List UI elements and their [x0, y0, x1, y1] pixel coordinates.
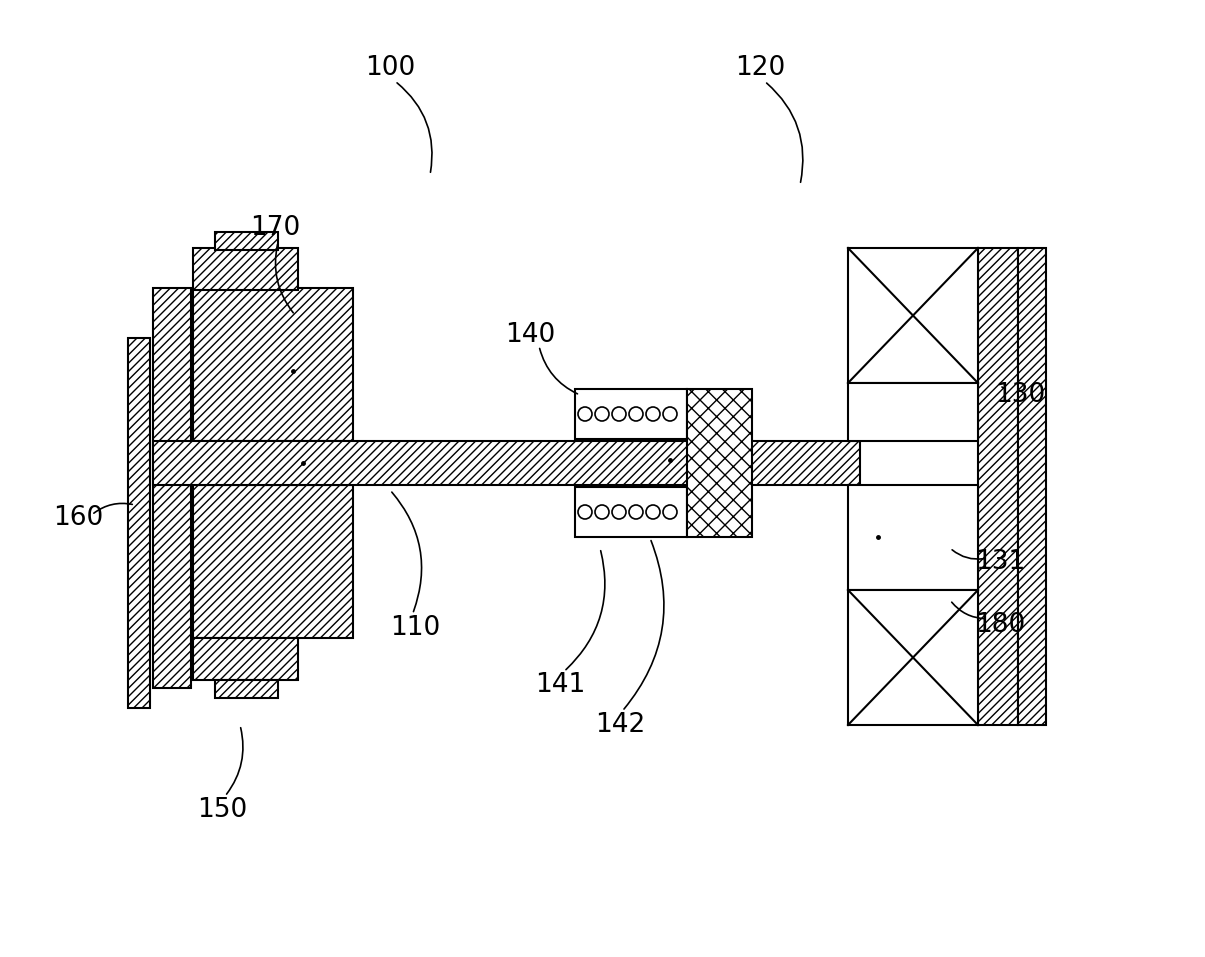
Circle shape	[629, 505, 643, 519]
Text: 180: 180	[975, 612, 1025, 638]
Text: 110: 110	[390, 615, 440, 641]
Circle shape	[629, 407, 643, 421]
Circle shape	[578, 505, 592, 519]
Bar	[848, 590, 978, 725]
Bar	[687, 389, 752, 537]
Text: 130: 130	[995, 382, 1045, 408]
Text: 150: 150	[196, 797, 247, 823]
Text: 100: 100	[365, 55, 416, 81]
Bar	[575, 389, 687, 439]
Bar	[848, 248, 978, 383]
Text: 142: 142	[595, 712, 645, 738]
Bar	[153, 288, 192, 688]
Circle shape	[612, 407, 627, 421]
Text: 120: 120	[735, 55, 786, 81]
Text: 170: 170	[249, 215, 300, 241]
Bar	[128, 338, 149, 708]
Bar	[193, 248, 298, 290]
Circle shape	[663, 407, 677, 421]
Bar	[214, 680, 278, 698]
Text: 131: 131	[975, 549, 1025, 575]
Bar	[1018, 248, 1046, 725]
Bar	[978, 248, 1018, 725]
Circle shape	[663, 505, 677, 519]
Text: 140: 140	[505, 322, 556, 348]
Bar	[153, 441, 860, 485]
Bar	[193, 638, 298, 680]
Circle shape	[646, 407, 660, 421]
Bar	[848, 383, 978, 441]
Bar	[193, 485, 353, 638]
Circle shape	[646, 505, 660, 519]
Circle shape	[578, 407, 592, 421]
Bar	[575, 487, 687, 537]
Text: 160: 160	[53, 505, 104, 531]
Bar	[848, 485, 978, 590]
Circle shape	[595, 407, 609, 421]
Bar	[193, 288, 353, 441]
Text: 141: 141	[535, 672, 586, 698]
Circle shape	[595, 505, 609, 519]
Circle shape	[612, 505, 627, 519]
Bar	[214, 232, 278, 250]
